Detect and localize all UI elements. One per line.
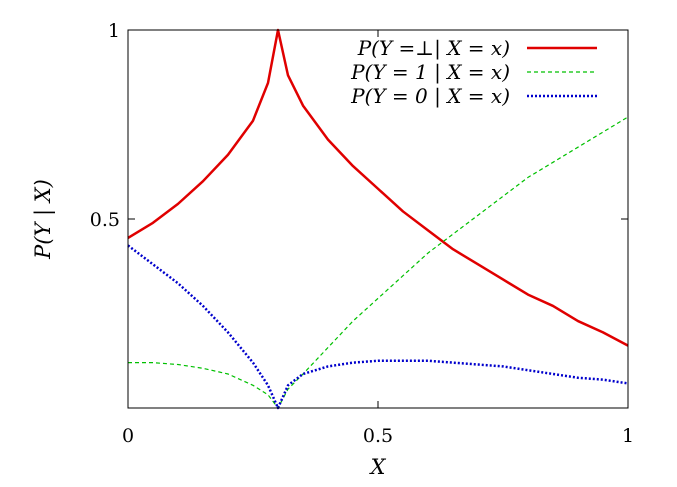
ticks-layer: 0 0.5 1 0.5 1: [90, 20, 634, 447]
y-tick-label: 0.5: [90, 209, 120, 231]
series-line-1: [127, 28, 629, 347]
y-axis-label: P(Y | X): [31, 179, 56, 260]
x-tick-label: 0: [122, 425, 134, 447]
series-line-3: [127, 244, 629, 410]
legend-label-2: P(Y = 1 | X = x): [350, 60, 510, 85]
y-tick-label: 1: [108, 20, 120, 42]
legend-label-1: P(Y =⊥| X = x): [357, 36, 510, 61]
series-layer: [127, 28, 629, 410]
series-line-2: [128, 116, 629, 409]
x-tick-label: 1: [622, 425, 634, 447]
legend-label-3: P(Y = 0 | X = x): [350, 84, 510, 109]
legend: P(Y =⊥| X = x)P(Y = 1 | X = x)P(Y = 0 | …: [350, 36, 597, 109]
x-tick-label: 0.5: [363, 425, 393, 447]
x-axis-label: X: [369, 455, 387, 479]
